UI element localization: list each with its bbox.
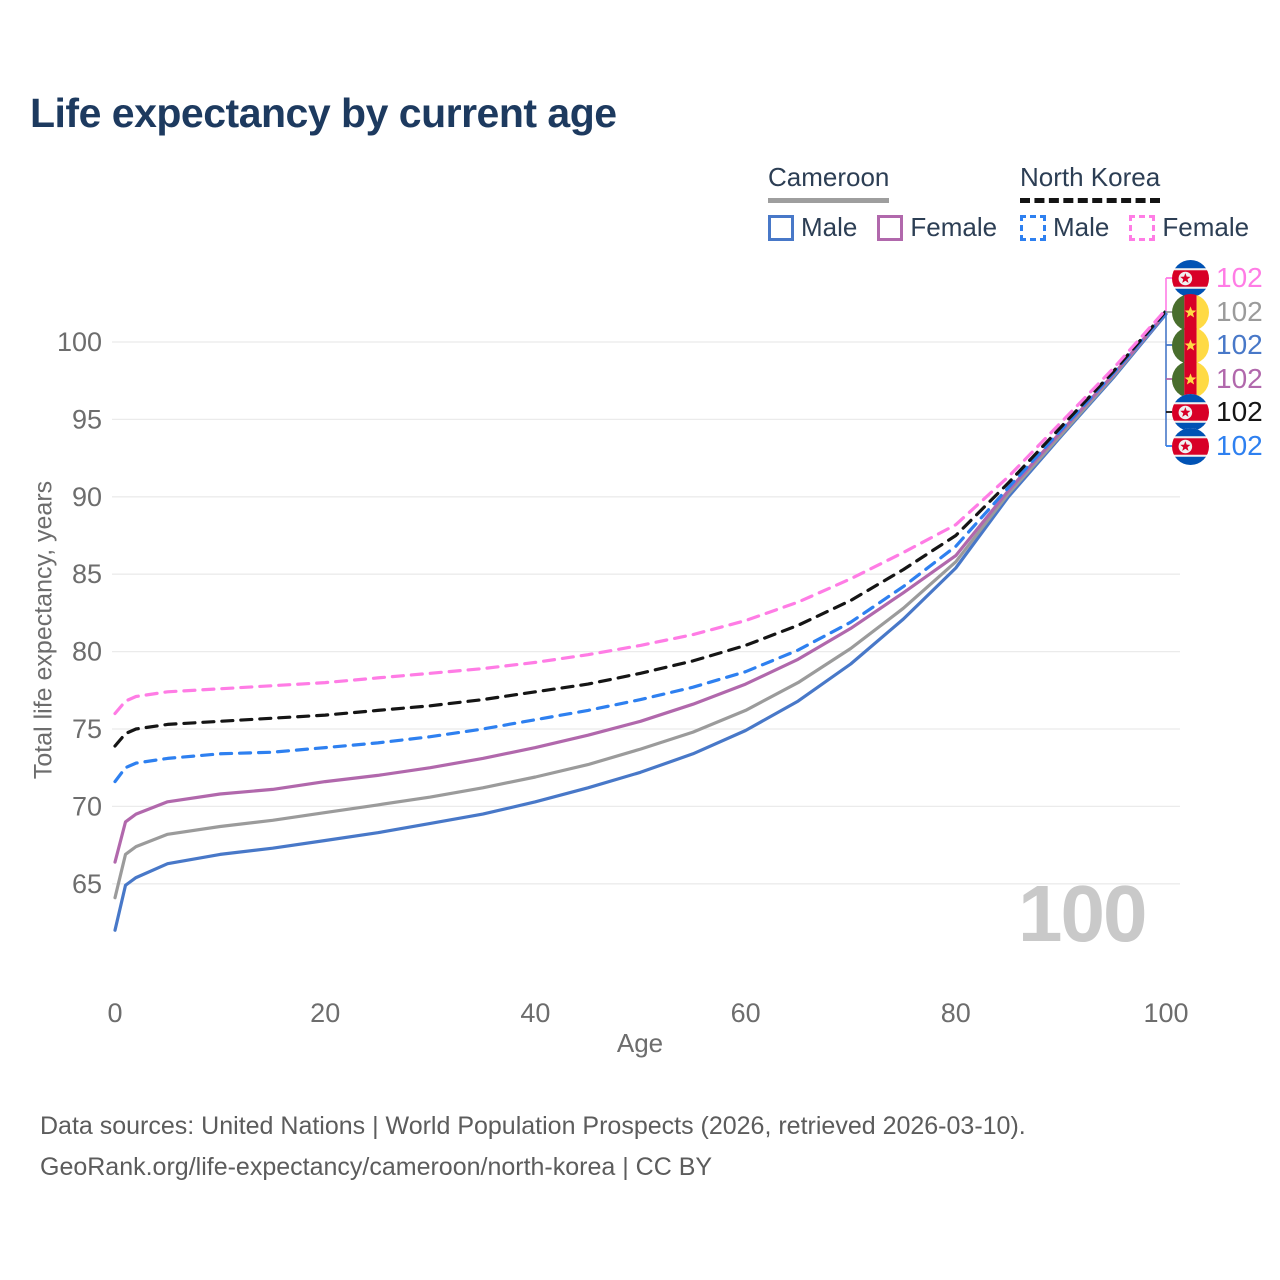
y-tick-label: 80 bbox=[72, 637, 102, 667]
cameroon-flag-icon bbox=[1172, 326, 1209, 364]
legend-group-north-korea: North Korea Male Female bbox=[1020, 162, 1249, 243]
y-axis-title: Total life expectancy, years bbox=[29, 480, 58, 780]
end-label-value: 102 bbox=[1216, 262, 1263, 293]
series-line-cameroon-both[interactable] bbox=[113, 311, 1168, 900]
series-line-north-korea-both[interactable] bbox=[113, 309, 1168, 748]
legend-swatch bbox=[877, 214, 904, 241]
legend-item-label: Male bbox=[1053, 212, 1110, 242]
end-label-value: 102 bbox=[1216, 329, 1263, 360]
x-tick-label: 100 bbox=[1143, 998, 1188, 1028]
x-tick-label: 20 bbox=[310, 998, 340, 1028]
x-tick-label: 0 bbox=[107, 998, 122, 1028]
legend-item-label: Female bbox=[910, 212, 998, 242]
cameroon-flag-icon bbox=[1172, 293, 1209, 331]
series-end-label: 102 bbox=[1172, 427, 1263, 465]
footer-data-sources: Data sources: United Nations | World Pop… bbox=[40, 1112, 1026, 1140]
north-korea-flag-icon bbox=[1172, 427, 1209, 465]
series-line-cameroon-female[interactable] bbox=[113, 311, 1168, 864]
legend-country-label: Cameroon bbox=[768, 162, 890, 203]
series-line-north-korea-female[interactable] bbox=[113, 307, 1168, 716]
north-korea-flag-icon bbox=[1172, 259, 1209, 297]
legend-item-cameroon-male[interactable]: Male bbox=[768, 212, 857, 243]
legend-item-north-korea-male[interactable]: Male bbox=[1020, 212, 1109, 243]
legend-swatch bbox=[768, 214, 794, 241]
x-tick-label: 40 bbox=[520, 998, 550, 1028]
series-line-cameroon-male[interactable] bbox=[113, 312, 1168, 932]
x-axis-title: Age bbox=[616, 1028, 664, 1058]
cameroon-flag-icon bbox=[1172, 360, 1209, 398]
legend-item-cameroon-female[interactable]: Female bbox=[877, 212, 997, 243]
x-tick-label: 60 bbox=[731, 998, 761, 1028]
end-label-value: 102 bbox=[1216, 296, 1263, 327]
legend-item-label: Female bbox=[1162, 212, 1250, 242]
legend-item-north-korea-female[interactable]: Female bbox=[1129, 212, 1249, 243]
end-label-value: 102 bbox=[1216, 396, 1263, 427]
y-tick-label: 90 bbox=[72, 482, 102, 512]
legend-item-label: Male bbox=[801, 212, 858, 242]
y-tick-label: 95 bbox=[72, 404, 102, 434]
end-label-value: 102 bbox=[1216, 430, 1263, 461]
series-line-north-korea-male[interactable] bbox=[113, 311, 1168, 784]
footer: Data sources: United Nations | World Pop… bbox=[40, 1106, 1026, 1188]
legend-country-label: North Korea bbox=[1020, 162, 1161, 203]
y-tick-label: 75 bbox=[72, 714, 102, 744]
y-tick-label: 100 bbox=[57, 327, 102, 357]
age-counter-watermark: 100 bbox=[1018, 869, 1147, 958]
north-korea-flag-icon bbox=[1172, 393, 1209, 431]
series-end-label: 102 bbox=[1172, 259, 1263, 297]
legend-swatch bbox=[1129, 214, 1156, 241]
y-tick-label: 70 bbox=[72, 791, 102, 821]
legend-group-cameroon: Cameroon Male Female bbox=[768, 162, 997, 243]
series-end-label: 102 bbox=[1172, 360, 1263, 398]
end-label-value: 102 bbox=[1216, 363, 1263, 394]
series-end-label: 102 bbox=[1172, 326, 1263, 364]
series-end-label: 102 bbox=[1172, 293, 1263, 331]
page-title: Life expectancy by current age bbox=[30, 90, 617, 136]
x-tick-label: 80 bbox=[941, 998, 971, 1028]
series-end-label: 102 bbox=[1172, 393, 1263, 431]
y-tick-label: 65 bbox=[72, 869, 102, 899]
footer-attribution: GeoRank.org/life-expectancy/cameroon/nor… bbox=[40, 1153, 713, 1181]
legend-swatch bbox=[1020, 214, 1046, 241]
y-tick-label: 85 bbox=[72, 559, 102, 589]
